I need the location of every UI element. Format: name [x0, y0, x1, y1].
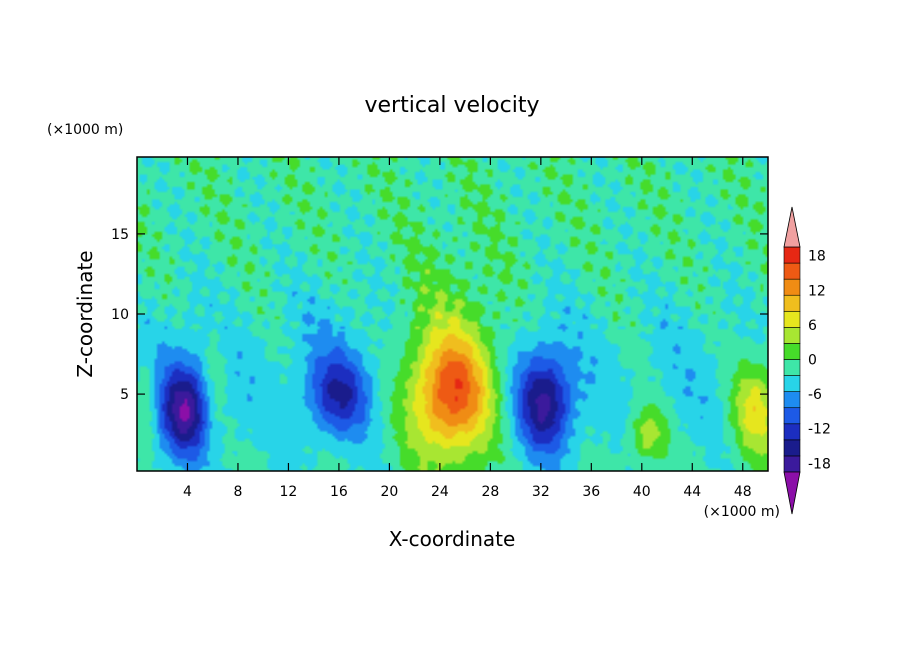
colorbar-box [783, 423, 801, 441]
x-tick-label: 24 [431, 484, 449, 500]
colorbar-tick-label: -6 [808, 387, 822, 403]
colorbar-box [783, 246, 801, 264]
y-tick-label: 15 [111, 227, 129, 243]
colorbar-box [783, 262, 801, 280]
plot-area [136, 156, 769, 472]
colorbar-tick-label: -18 [808, 456, 831, 472]
velocity-field [137, 157, 768, 471]
colorbar-box [783, 439, 801, 457]
colorbar-box [783, 343, 801, 360]
colorbar-tick-label: -12 [808, 422, 831, 438]
colorbar-top-extension [783, 206, 801, 248]
x-tick-label: 12 [280, 484, 298, 500]
x-tick-label: 4 [183, 484, 192, 500]
y-axis-ticks: 5 10 15 [111, 227, 768, 403]
colorbar-tick-label: 0 [808, 353, 817, 369]
colorbar-tick-label: 18 [808, 249, 826, 265]
colorbar-box [783, 310, 801, 328]
y-tick-label: 10 [111, 307, 129, 323]
colorbar-tick-label: 6 [808, 318, 817, 334]
chart-title: vertical velocity [364, 93, 539, 118]
x-tick-label: 16 [330, 484, 348, 500]
y-axis-unit: (×1000 m) [47, 122, 123, 138]
colorbar-box [783, 375, 801, 392]
colorbar-box [783, 391, 801, 409]
colorbar-box [783, 359, 801, 376]
colorbar-box [783, 294, 801, 312]
y-axis-label: Z-coordinate [73, 250, 97, 377]
y-tick-label: 5 [120, 387, 129, 403]
x-axis-unit: (×1000 m) [704, 504, 780, 520]
x-tick-label: 48 [734, 484, 752, 500]
x-tick-label: 44 [683, 484, 701, 500]
x-tick-label: 20 [380, 484, 398, 500]
colorbar: 18 12 6 0 -6 -12 -18 [783, 206, 831, 515]
x-tick-label: 8 [233, 484, 242, 500]
colorbar-bottom-extension [783, 471, 801, 515]
x-tick-label: 40 [633, 484, 651, 500]
x-tick-label: 28 [481, 484, 499, 500]
colorbar-box [783, 407, 801, 425]
colorbar-box [783, 455, 801, 473]
x-tick-label: 36 [582, 484, 600, 500]
colorbar-box [783, 327, 801, 344]
x-axis-label: X-coordinate [389, 527, 516, 551]
x-axis-ticks: 4 8 12 16 20 24 28 32 36 40 44 48 [183, 157, 752, 500]
colorbar-box [783, 278, 801, 296]
colorbar-tick-label: 12 [808, 283, 826, 299]
x-tick-label: 32 [532, 484, 550, 500]
